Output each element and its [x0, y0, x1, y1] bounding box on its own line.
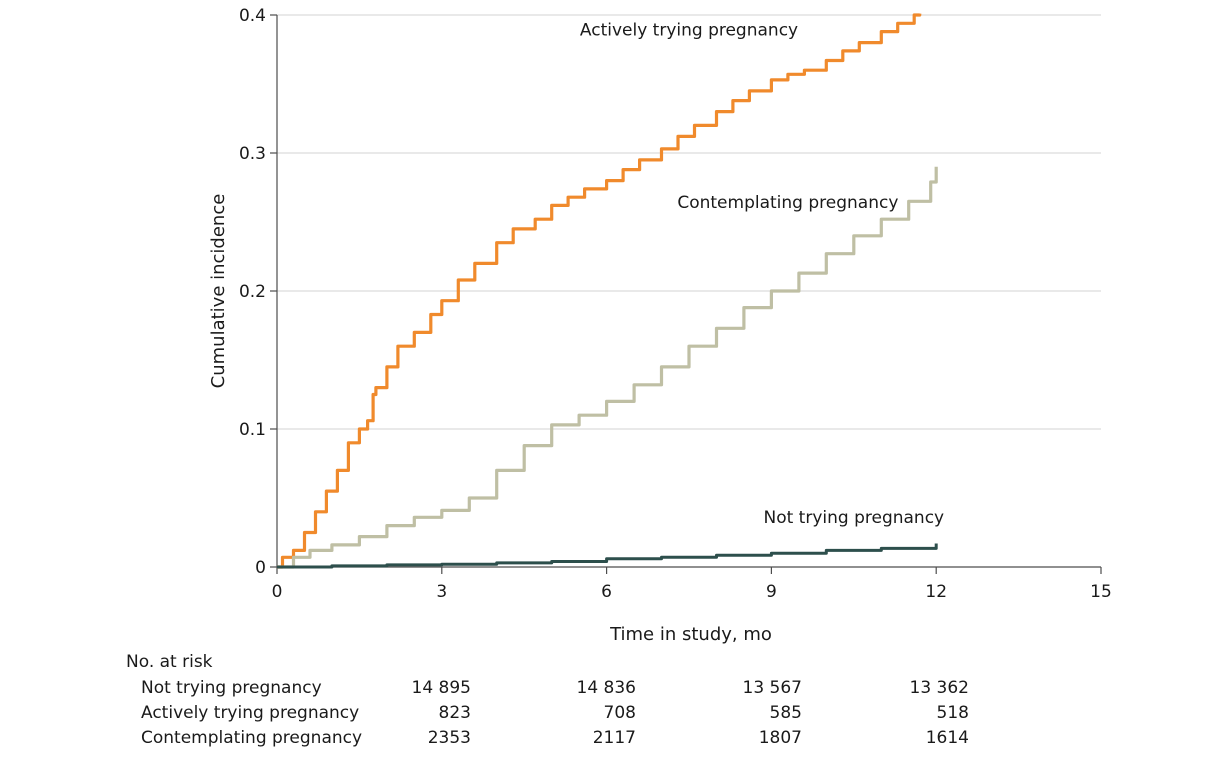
- series-label: Not trying pregnancy: [763, 508, 944, 528]
- risk-value: 14 836: [576, 678, 636, 698]
- series-line-0: [277, 13, 922, 569]
- series-label: Contemplating pregnancy: [677, 193, 898, 213]
- risk-value: 1807: [758, 728, 802, 748]
- risk-value: 708: [603, 703, 636, 723]
- x-tick-label: 15: [1090, 582, 1112, 602]
- x-tick-label: 0: [272, 582, 283, 602]
- chart: 0 0.1 0.2 0.3 0.4 0 3 6 9 12 15 Actively trying pr…: [208, 6, 1112, 645]
- risk-value: 518: [936, 703, 969, 723]
- risk-value: 14 895: [411, 678, 471, 698]
- risk-row-contemplating: Contemplating pregnancy 2353 2117 1807 1…: [0, 728, 1206, 752]
- risk-row-actively-trying: Actively trying pregnancy 823 708 585 51…: [0, 703, 1206, 727]
- y-tick-label: 0.1: [239, 420, 266, 440]
- tick-labels: 0 0.1 0.2 0.3 0.4 0 3 6 9 12 15: [239, 6, 1112, 602]
- risk-value: 823: [438, 703, 471, 723]
- x-tick-label: 6: [601, 582, 612, 602]
- risk-row-label: Actively trying pregnancy: [141, 703, 360, 723]
- series-line-2: [277, 543, 938, 569]
- risk-row-label: Contemplating pregnancy: [141, 728, 363, 748]
- y-tick-label: 0.2: [239, 282, 266, 302]
- y-tick-label: 0: [255, 558, 266, 578]
- x-tick-label: 9: [766, 582, 777, 602]
- series-labels: Actively trying pregnancy Contemplating p…: [580, 21, 944, 528]
- y-axis-title: Cumulative incidence: [208, 194, 229, 389]
- y-tick-label: 0.4: [239, 6, 266, 26]
- risk-value: 2353: [427, 728, 471, 748]
- grid: [277, 14, 1101, 430]
- y-tick-label: 0.3: [239, 144, 266, 164]
- risk-value: 13 362: [909, 678, 969, 698]
- axes: [270, 14, 1102, 574]
- risk-row-not-trying: Not trying pregnancy 14 895 14 836 13 56…: [0, 678, 1206, 702]
- x-tick-label: 12: [925, 582, 947, 602]
- risk-table: No. at risk Not trying pregnancy 14 895 …: [0, 648, 1206, 758]
- x-axis-title: Time in study, mo: [609, 624, 772, 645]
- risk-row-label: Not trying pregnancy: [141, 678, 322, 698]
- risk-value: 2117: [592, 728, 636, 748]
- series-group: [277, 13, 938, 569]
- series-line-1: [277, 166, 938, 569]
- risk-value: 1614: [925, 728, 969, 748]
- risk-value: 13 567: [742, 678, 802, 698]
- series-label: Actively trying pregnancy: [580, 21, 798, 41]
- risk-value: 585: [769, 703, 802, 723]
- risk-table-title: No. at risk: [126, 652, 213, 672]
- x-tick-label: 3: [436, 582, 447, 602]
